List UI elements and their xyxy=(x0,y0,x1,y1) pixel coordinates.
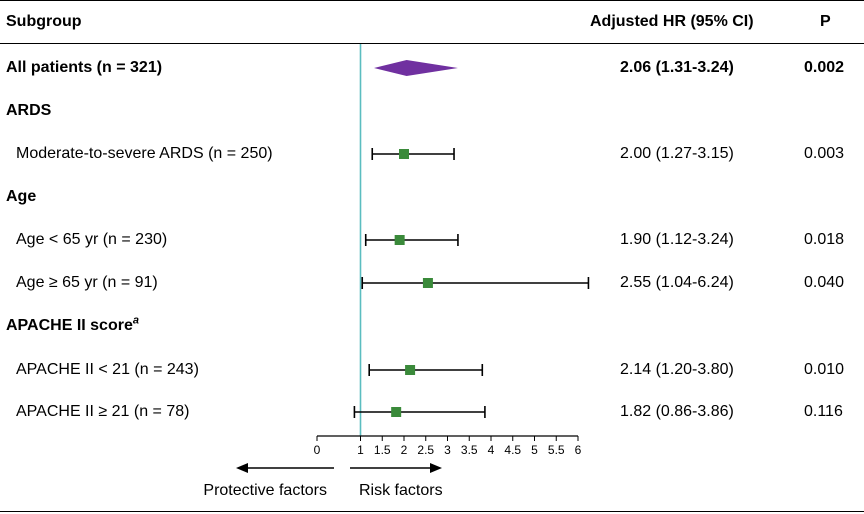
risk-factors-label: Risk factors xyxy=(359,482,443,499)
x-tick-label: 3 xyxy=(444,443,451,457)
bottom-rule xyxy=(0,511,864,512)
footnote-marker: a xyxy=(132,314,139,327)
x-tick-label: 4 xyxy=(488,443,495,457)
x-tick-label: 0 xyxy=(314,443,321,457)
row-label: Age ≥ 65 yr (n = 91) xyxy=(16,274,158,291)
hr-marker xyxy=(405,365,416,375)
group-label: APACHE II scorea xyxy=(6,314,139,334)
right-arrow-icon xyxy=(430,463,442,473)
header-subgroup: Subgroup xyxy=(6,13,82,30)
p-value: 0.040 xyxy=(804,274,845,291)
x-tick-label: 3.5 xyxy=(461,443,478,457)
p-value: 0.116 xyxy=(804,403,843,420)
left-arrow-icon xyxy=(236,463,248,473)
header-adjusted-hr: Adjusted HR (95% CI) xyxy=(590,13,754,30)
header-rule xyxy=(0,43,864,44)
x-tick-label: 1.5 xyxy=(374,443,391,457)
hr-marker xyxy=(422,278,433,288)
hr-value: 1.90 (1.12-3.24) xyxy=(620,231,734,248)
hr-value: 2.55 (1.04-6.24) xyxy=(620,274,734,291)
x-tick-label: 5 xyxy=(531,443,538,457)
overall-diamond xyxy=(373,60,458,76)
p-value: 0.002 xyxy=(804,59,845,76)
row-label: APACHE II < 21 (n = 243) xyxy=(16,361,199,378)
hr-value: 2.14 (1.20-3.80) xyxy=(620,361,734,378)
x-tick-label: 2 xyxy=(401,443,408,457)
top-rule xyxy=(0,0,864,1)
x-tick-label: 4.5 xyxy=(504,443,521,457)
x-tick-label: 6 xyxy=(575,443,582,457)
hr-marker xyxy=(399,149,409,159)
row-label: Moderate-to-severe ARDS (n = 250) xyxy=(16,145,273,162)
hr-value: 2.00 (1.27-3.15) xyxy=(620,145,734,162)
x-tick-label: 5.5 xyxy=(548,443,565,457)
hr-value: 1.82 (0.86-3.86) xyxy=(620,403,734,420)
p-value: 0.003 xyxy=(804,145,845,162)
hr-marker xyxy=(394,235,405,245)
row-label: All patients (n = 321) xyxy=(6,59,163,76)
protective-factors-label: Protective factors xyxy=(203,482,327,499)
row-label: APACHE II ≥ 21 (n = 78) xyxy=(16,403,190,420)
group-label: Age xyxy=(6,188,37,205)
hr-marker xyxy=(391,407,402,417)
x-tick-label: 2.5 xyxy=(417,443,434,457)
header-p-value: P xyxy=(820,13,831,30)
group-label: ARDS xyxy=(6,102,52,119)
p-value: 0.010 xyxy=(804,361,845,378)
x-tick-label: 1 xyxy=(357,443,364,457)
hr-value: 2.06 (1.31-3.24) xyxy=(620,59,734,76)
p-value: 0.018 xyxy=(804,231,845,248)
row-label: Age < 65 yr (n = 230) xyxy=(16,231,168,248)
